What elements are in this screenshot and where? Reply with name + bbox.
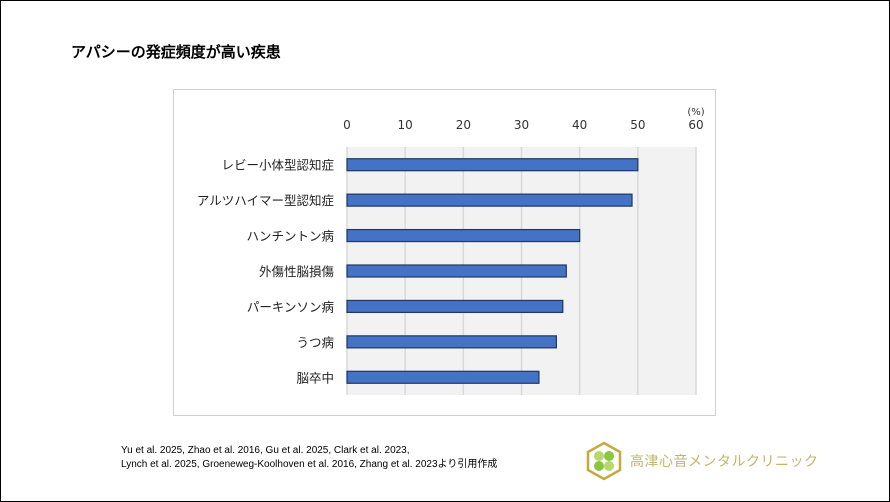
slide-title: アパシーの発症頻度が高い疾患 (71, 43, 281, 61)
x-tick-label: 30 (514, 118, 529, 132)
category-label: 脳卒中 (296, 370, 334, 385)
bar (346, 158, 639, 172)
category-label: うつ病 (296, 335, 334, 350)
bar (346, 228, 581, 243)
bar (346, 370, 540, 384)
x-tick-label: 0 (343, 118, 351, 132)
reference-line: Yu et al. 2025, Zhao et al. 2016, Gu et … (121, 445, 410, 456)
chart: 0 10 20 30 40 50 60 (%) レビー小体型認知症アルツハイマー型認知症ハンチン… (173, 89, 716, 416)
x-tick-label: 20 (456, 118, 471, 132)
x-tick-label: 10 (398, 118, 413, 132)
bar-chart-svg: 0 10 20 30 40 50 60(%) レビー小体型認知症アルツハイマー型認知症ハンチン… (197, 107, 705, 395)
category-label: レビー小体型認知症 (221, 158, 334, 173)
category-label: 外傷性脳損傷 (259, 264, 335, 279)
x-tick-label: 50 (630, 118, 645, 132)
bar (346, 193, 633, 207)
bar (346, 264, 567, 278)
category-label: ハンチントン病 (246, 229, 334, 244)
clinic-logo: 高津心音メンタルクリニック (586, 441, 819, 481)
category-label: アルツハイマー型認知症 (197, 193, 334, 208)
logo-text: 高津心音メンタルクリニック (630, 454, 819, 470)
bar (346, 335, 557, 349)
x-unit-label: (%) (687, 107, 704, 118)
category-label: パーキンソン病 (247, 299, 334, 314)
x-tick-label: 60 (688, 118, 703, 132)
x-tick-label: 40 (572, 118, 587, 132)
bar (346, 299, 564, 314)
references: Yu et al. 2025, Zhao et al. 2016, Gu et … (121, 444, 497, 472)
clover-hexagon-icon (586, 441, 622, 481)
reference-line: Lynch et al. 2025, Groeneweg-Koolhoven e… (121, 459, 498, 470)
